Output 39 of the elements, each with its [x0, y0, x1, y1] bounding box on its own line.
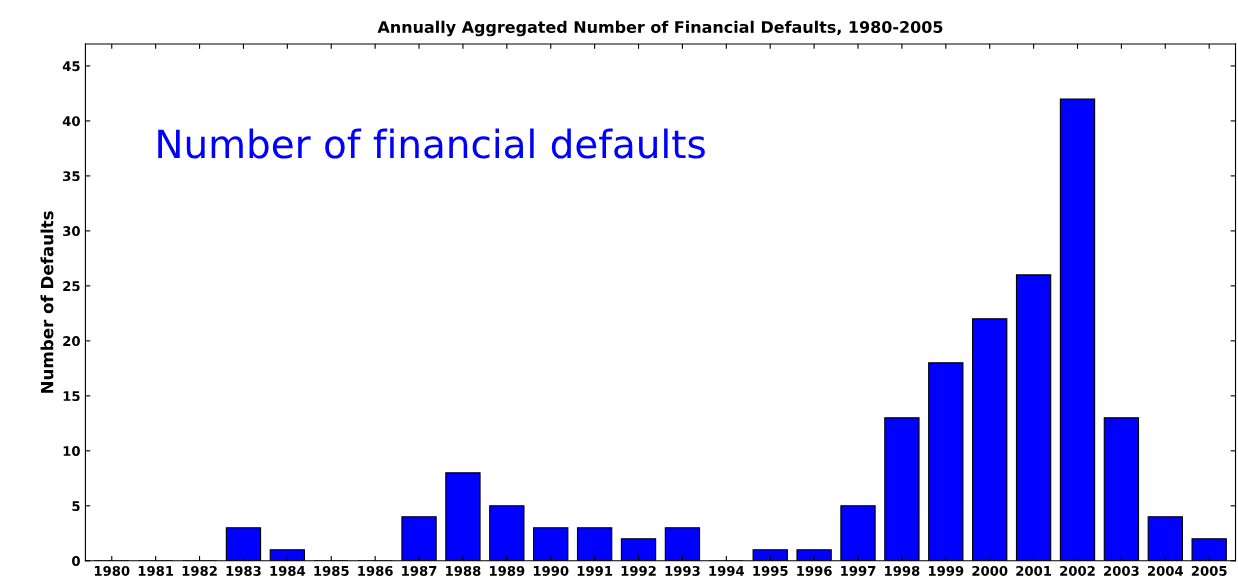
y-tick-label: 30 [63, 226, 80, 237]
x-tick-label: 1988 [446, 565, 481, 576]
y-tick-label: 45 [62, 61, 80, 72]
x-tick-label: 1986 [358, 565, 393, 576]
x-tick-label: 2000 [972, 565, 1008, 576]
x-tick-label: 1996 [797, 565, 832, 576]
y-tick-label: 5 [72, 501, 80, 512]
x-tick-label: 2003 [1104, 565, 1139, 576]
y-axis-title: Number of Defaults [40, 211, 54, 393]
x-tick-label: 2005 [1191, 565, 1227, 576]
x-tick-label: 1993 [665, 565, 700, 576]
x-tick-label: 2004 [1147, 565, 1184, 576]
annotation: Number of financial defaults [158, 128, 705, 159]
x-tick-label: 2002 [1060, 565, 1095, 576]
y-tick-label: 0 [72, 556, 80, 566]
x-tick-label: 1990 [533, 565, 569, 576]
y-tick-label: 40 [62, 116, 80, 127]
x-tick-label: 1994 [709, 565, 745, 576]
x-tick-label: 1991 [577, 565, 613, 576]
x-tick-label: 1992 [621, 565, 656, 576]
y-tick-label: 10 [63, 446, 80, 457]
x-tick-label: 1987 [402, 565, 437, 576]
x-tick-label: 1980 [94, 565, 130, 576]
x-tick-label: 1995 [753, 565, 788, 576]
y-tick-label: 35 [63, 171, 80, 182]
x-tick-label: 1981 [138, 565, 174, 576]
y-tick-label: 25 [63, 281, 80, 292]
chart-title: Annually Aggregated Number of Financial Defaults, 1980-2005 [377, 20, 943, 37]
x-tick-label: 1985 [314, 565, 349, 576]
x-tick-label: 1989 [489, 565, 525, 576]
x-tick-label: 1984 [270, 565, 306, 576]
y-tick-label: 20 [63, 336, 80, 347]
x-tick-label: 2001 [1016, 565, 1052, 576]
x-tick-label: 1983 [226, 565, 261, 576]
x-tick-label: 1997 [841, 565, 876, 576]
y-tick-label: 15 [63, 391, 80, 402]
x-tick-label: 1982 [182, 565, 217, 576]
x-tick-label: 1999 [928, 565, 964, 576]
x-tick-label: 1998 [885, 565, 920, 576]
